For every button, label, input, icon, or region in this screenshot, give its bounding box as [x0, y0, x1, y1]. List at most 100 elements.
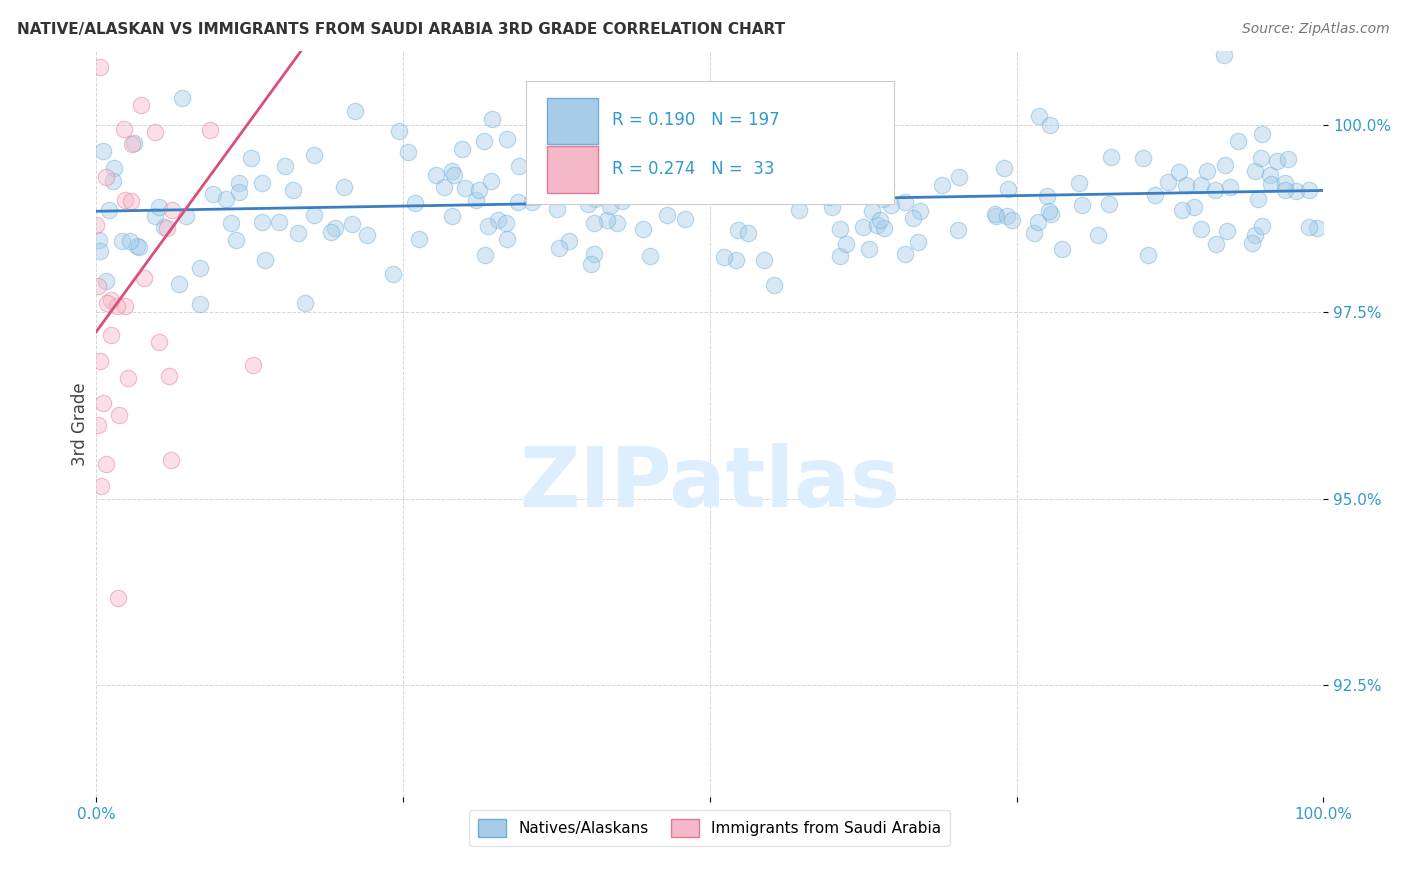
Point [806, 149, 828, 163]
Point [157, 18, 180, 32]
Point [96, 457, 118, 471]
Point [107, 591, 129, 606]
Point [302, 208, 325, 222]
Point [638, 249, 661, 263]
Point [1260, 168, 1282, 182]
Point [396, 145, 419, 160]
Point [583, 192, 606, 206]
Y-axis label: 3rd Grade: 3rd Grade [72, 383, 89, 466]
Point [1216, 224, 1239, 238]
Point [720, 169, 742, 183]
Point [1038, 204, 1060, 219]
Point [818, 189, 841, 203]
Point [1039, 118, 1062, 132]
Point [858, 242, 880, 256]
Point [673, 212, 696, 227]
Point [1175, 178, 1198, 193]
Point [582, 216, 605, 230]
Point [252, 215, 274, 229]
Point [948, 170, 970, 185]
Point [1212, 48, 1234, 62]
Point [612, 194, 634, 208]
Point [408, 232, 430, 246]
Point [1306, 220, 1329, 235]
Point [381, 267, 404, 281]
Point [724, 170, 747, 185]
Point [838, 179, 860, 194]
Point [508, 159, 530, 173]
Point [228, 186, 250, 200]
Point [404, 195, 426, 210]
Point [576, 197, 599, 211]
Point [596, 213, 619, 227]
Point [1099, 150, 1122, 164]
Point [294, 296, 316, 310]
Text: NATIVE/ALASKAN VS IMMIGRANTS FROM SAUDI ARABIA 3RD GRADE CORRELATION CHART: NATIVE/ALASKAN VS IMMIGRANTS FROM SAUDI … [17, 22, 785, 37]
Point [1036, 189, 1059, 203]
Point [1250, 219, 1272, 233]
Point [1285, 184, 1308, 198]
Point [441, 209, 464, 223]
Point [908, 203, 931, 218]
Point [1240, 236, 1263, 251]
Point [219, 217, 242, 231]
Point [283, 183, 305, 197]
Point [176, 209, 198, 223]
Point [546, 202, 568, 216]
Point [356, 227, 378, 242]
Point [506, 194, 529, 209]
Point [984, 209, 1007, 223]
Point [1260, 177, 1282, 191]
Point [465, 194, 488, 208]
Point [827, 139, 849, 153]
Point [894, 195, 917, 210]
Point [1204, 183, 1226, 197]
Point [156, 221, 179, 235]
Point [274, 159, 297, 173]
Point [606, 216, 628, 230]
Point [1205, 237, 1227, 252]
Point [323, 221, 346, 235]
Point [89, 60, 111, 74]
Point [96, 169, 118, 184]
Point [654, 149, 676, 163]
Point [132, 271, 155, 285]
Point [815, 155, 838, 169]
Text: ZIPatlas: ZIPatlas [519, 443, 900, 524]
Point [790, 186, 813, 200]
Point [453, 181, 475, 195]
Point [343, 103, 366, 118]
Point [993, 161, 1015, 175]
Point [1274, 176, 1296, 190]
Point [120, 194, 142, 208]
Point [875, 186, 897, 200]
Point [869, 213, 891, 227]
Point [1028, 109, 1050, 123]
Bar [547, 146, 598, 193]
Point [1050, 242, 1073, 256]
Point [664, 188, 686, 202]
Point [148, 334, 170, 349]
Point [1157, 175, 1180, 189]
Point [995, 209, 1018, 223]
Point [124, 136, 146, 150]
Point [495, 231, 517, 245]
Point [496, 132, 519, 146]
Point [844, 167, 866, 181]
Point [479, 174, 502, 188]
Point [1001, 212, 1024, 227]
Point [606, 175, 628, 189]
Point [762, 278, 785, 293]
Point [948, 222, 970, 236]
Point [689, 143, 711, 157]
Point [160, 453, 183, 467]
Point [472, 134, 495, 148]
Point [845, 166, 868, 180]
Point [1250, 151, 1272, 165]
Point [931, 178, 953, 193]
Point [834, 236, 856, 251]
Point [253, 252, 276, 267]
Point [657, 208, 679, 222]
Point [388, 124, 411, 138]
Point [1191, 222, 1213, 236]
